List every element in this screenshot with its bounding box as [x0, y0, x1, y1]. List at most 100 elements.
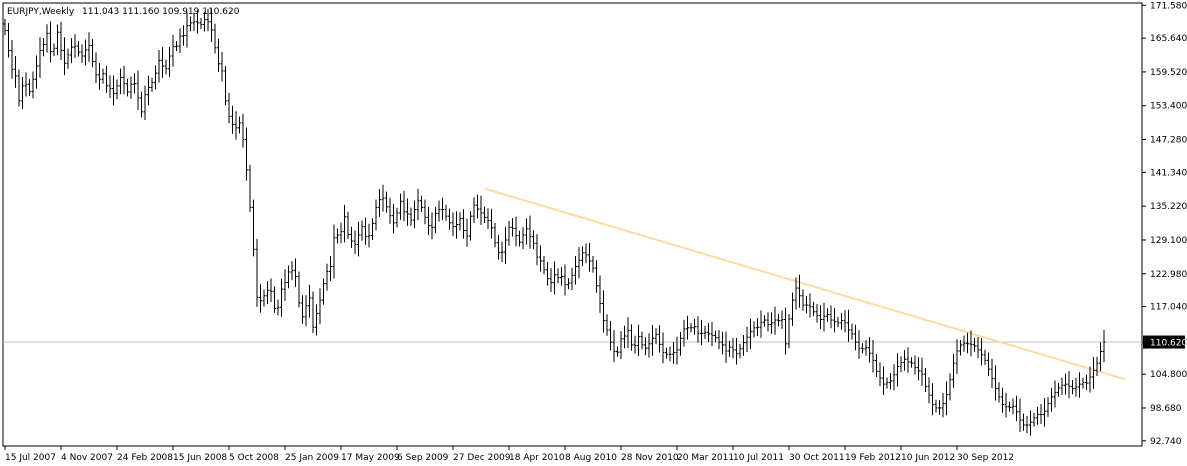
- ohlc-bar: [812, 301, 815, 317]
- ohlc-bar: [878, 362, 882, 387]
- x-tick-label: 6 Sep 2009: [397, 453, 449, 463]
- ohlc-bar: [612, 330, 616, 363]
- ohlc-bar: [402, 190, 406, 222]
- x-tick-label: 15 Jul 2007: [5, 453, 56, 463]
- ohlc-bar: [679, 331, 682, 356]
- ohlc-bar: [329, 255, 332, 281]
- ohlc-readout: 111.043 111.160 109.919 110.620: [82, 7, 240, 17]
- ohlc-bar: [28, 79, 31, 96]
- ohlc-bar: [1008, 401, 1011, 412]
- ohlc-bar: [476, 194, 479, 219]
- ohlc-bar: [805, 296, 808, 314]
- ohlc-bar: [1053, 380, 1057, 408]
- price-axis[interactable]: 171.580 165.640 159.520 153.400 147.280 141.3…: [1142, 1, 1187, 447]
- ohlc-bar: [1081, 377, 1085, 389]
- ohlc-bar: [924, 367, 927, 393]
- price-tag-label: 110.620: [1150, 339, 1187, 349]
- ohlc-bar: [854, 324, 857, 351]
- ohlc-bar: [1046, 397, 1050, 417]
- ohlc-bar: [735, 338, 738, 365]
- ohlc-bar: [276, 299, 280, 316]
- ohlc-bar: [175, 41, 178, 52]
- ohlc-bar: [640, 331, 644, 350]
- ohlc-bar: [507, 220, 511, 246]
- ohlc-bar: [465, 218, 469, 247]
- ohlc-bar: [262, 289, 266, 307]
- ohlc-bar: [217, 38, 220, 72]
- ohlc-bar: [10, 40, 14, 79]
- ohlc-bar: [150, 77, 154, 92]
- ohlc-bar: [549, 268, 553, 292]
- ohlc-bar: [889, 373, 892, 390]
- ohlc-bar: [66, 48, 70, 69]
- ohlc-bar: [941, 392, 945, 418]
- ohlc-bar: [1071, 379, 1074, 395]
- trendline[interactable]: [484, 187, 1126, 381]
- ohlc-bar: [448, 208, 451, 230]
- ohlc-bar: [98, 62, 101, 90]
- trendline-segment: [484, 187, 1126, 381]
- ohlc-bar: [626, 317, 630, 349]
- x-tick-label: 27 Dec 2009: [453, 453, 511, 463]
- ohlc-bar: [59, 21, 63, 60]
- ohlc-bar: [483, 206, 486, 224]
- ohlc-bar: [948, 373, 952, 401]
- ohlc-bar: [864, 339, 868, 356]
- y-tick-label: 147.280: [1150, 136, 1187, 146]
- ohlc-bar: [213, 23, 217, 54]
- ohlc-bar: [105, 65, 108, 93]
- ohlc-bar: [581, 246, 584, 267]
- ohlc-bar: [416, 188, 420, 221]
- ohlc-bar: [115, 79, 119, 100]
- ohlc-bar: [752, 321, 756, 338]
- ohlc-bar: [819, 305, 822, 329]
- ohlc-bar: [682, 319, 686, 347]
- time-axis[interactable]: 15 Jul 2007 4 Nov 2007 24 Feb 2008 15 Jun 2…: [4, 446, 1014, 463]
- ohlc-bar: [444, 204, 448, 221]
- ohlc-bar: [658, 325, 661, 353]
- y-tick-label: 153.400: [1150, 102, 1187, 112]
- x-tick-label: 10 Jul 2011: [733, 453, 784, 463]
- ohlc-bar: [700, 320, 703, 346]
- x-tick-label: 19 Feb 2012: [845, 453, 901, 463]
- ohlc-bar: [77, 41, 80, 57]
- ohlc-bar: [945, 381, 948, 416]
- ohlc-bar: [455, 211, 458, 239]
- ohlc-bar: [560, 267, 563, 286]
- ohlc-bar: [661, 332, 665, 364]
- ohlc-bar: [409, 207, 413, 226]
- ohlc-bar: [378, 189, 381, 217]
- ohlc-bar: [147, 75, 150, 106]
- ohlc-bar: [535, 234, 539, 266]
- ohlc-bar: [441, 197, 444, 221]
- ohlc-bar: [910, 357, 913, 368]
- ohlc-bar: [423, 199, 427, 225]
- ohlc-bar: [871, 339, 875, 373]
- ohlc-bar: [437, 200, 441, 222]
- ohlc-bar: [514, 216, 518, 247]
- ohlc-bar: [325, 263, 329, 291]
- ohlc-bar: [255, 238, 259, 307]
- ohlc-bar: [1001, 387, 1004, 413]
- ohlc-bar: [756, 318, 759, 336]
- ohlc-bar: [794, 277, 798, 310]
- ohlc-bar: [1036, 406, 1039, 425]
- ohlc-bar: [689, 322, 693, 333]
- y-tick-label: 135.220: [1150, 202, 1187, 212]
- ohlc-bar: [595, 260, 598, 293]
- ohlc-bar: [371, 218, 374, 241]
- ohlc-bar: [668, 346, 672, 362]
- ohlc-bar: [542, 255, 546, 275]
- ohlc-bar: [784, 307, 787, 355]
- ohlc-bar: [1085, 374, 1088, 390]
- ohlc-bar: [969, 330, 973, 357]
- ohlc-bar: [238, 116, 241, 134]
- ohlc-bar: [388, 197, 392, 224]
- x-tick-label: 25 Jan 2009: [285, 453, 339, 463]
- ohlc-bar: [553, 261, 556, 295]
- ohlc-bar: [1043, 397, 1046, 427]
- ohlc-bar: [847, 309, 850, 342]
- ohlc-bar: [976, 336, 980, 359]
